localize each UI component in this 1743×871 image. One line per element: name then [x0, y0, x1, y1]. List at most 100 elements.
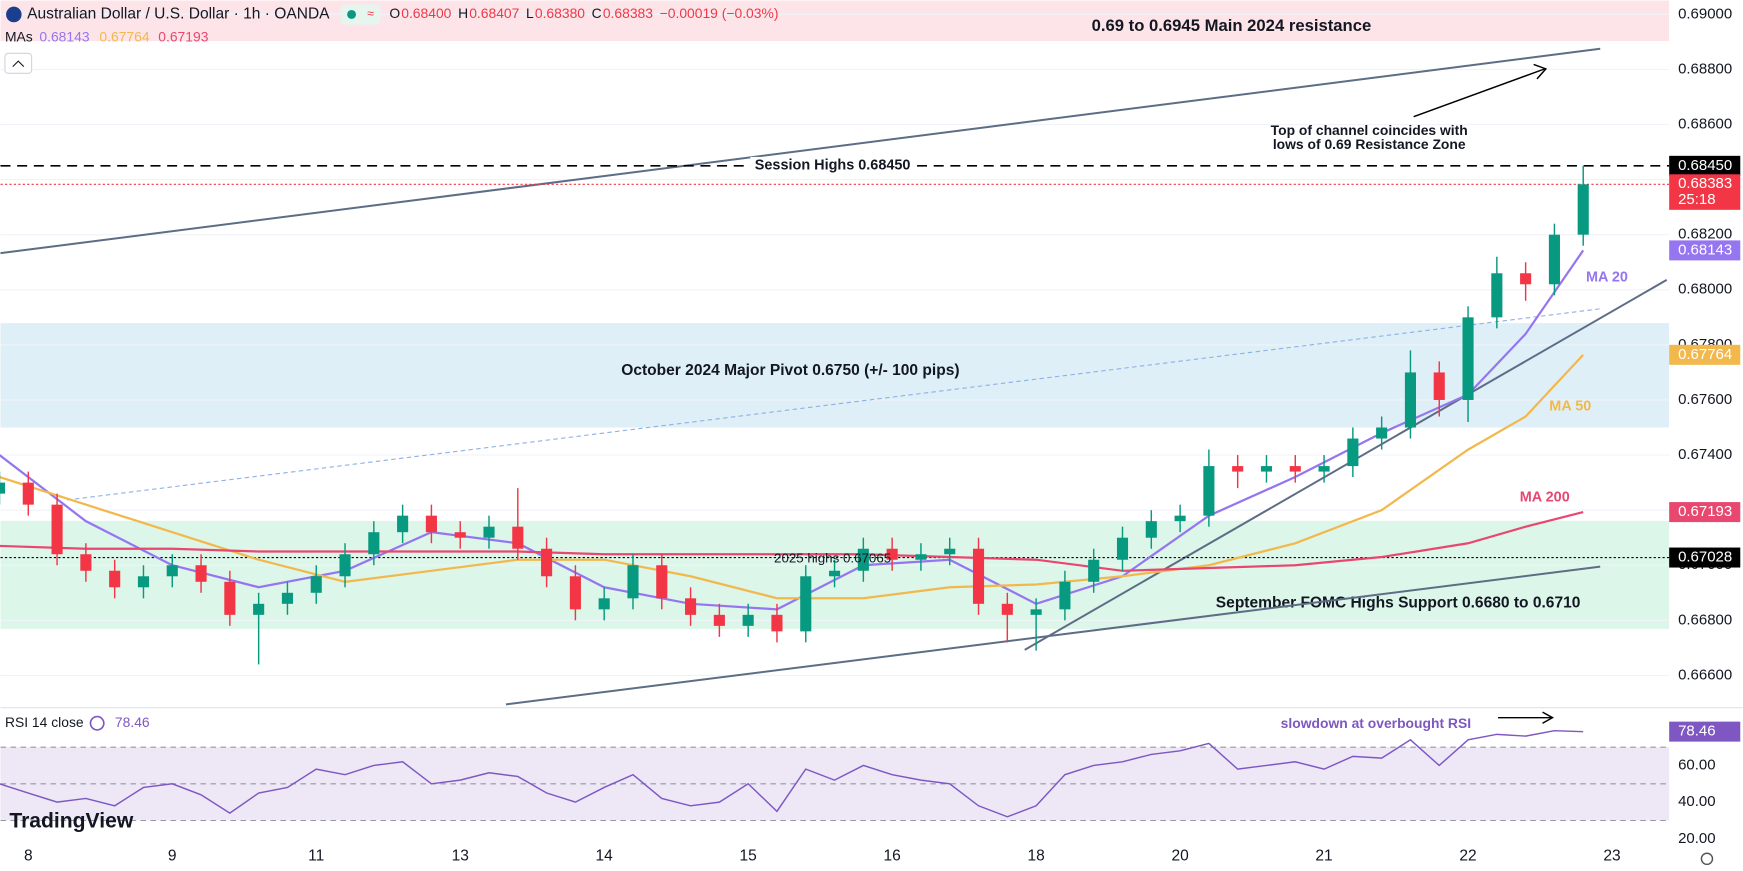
y-tick-label: 0.66600 — [1678, 666, 1732, 683]
candle-body — [253, 603, 265, 615]
ohlc-value: 0.68400 — [401, 5, 451, 21]
candle-body — [1520, 273, 1532, 285]
price-badge — [1669, 502, 1741, 523]
candle-body — [1260, 466, 1273, 472]
y-tick-label: 0.68200 — [1678, 226, 1732, 243]
price-badge-sublabel: 25:18 — [1678, 191, 1716, 208]
zone — [0, 323, 1670, 428]
candle-body — [1491, 273, 1503, 318]
ma-label: MA 200 — [1520, 490, 1570, 506]
ma-legend-label: MAs — [5, 28, 33, 44]
price-badge-label: 0.67193 — [1678, 503, 1732, 520]
rsi-note: slowdown at overbought RSI — [1281, 715, 1471, 731]
x-tick-label: 16 — [883, 848, 900, 865]
x-tick-label: 9 — [168, 848, 177, 865]
price-badge-label: 0.68450 — [1678, 157, 1732, 174]
brand-logo: TradingView — [9, 810, 133, 833]
candle-body — [1404, 372, 1417, 428]
level-label: Session Highs 0.68450 — [755, 158, 911, 174]
collapse-button[interactable] — [4, 52, 33, 74]
x-tick-label: 21 — [1315, 848, 1332, 865]
zone-label: September FOMC Highs Support 0.6680 to 0… — [1216, 594, 1581, 611]
x-tick-label: 18 — [1027, 848, 1044, 865]
candle-body — [339, 554, 351, 577]
price-badge — [1669, 240, 1741, 261]
status-wave: ≈ — [367, 7, 374, 21]
ohlc-legend: O 0.68400 H 0.68407 L 0.68380 C 0.68383 −0.00019… — [389, 5, 778, 21]
x-tick-label: 23 — [1603, 848, 1620, 865]
candle-body — [886, 548, 898, 560]
ohlc-key: L — [526, 5, 534, 21]
annotation-arrow — [1413, 68, 1545, 118]
trend-line — [1024, 279, 1668, 651]
zone — [0, 0, 1670, 42]
price-badge — [1669, 174, 1741, 210]
collapse-icon — [12, 60, 25, 68]
price-badge — [1669, 155, 1741, 176]
candle-body — [1203, 466, 1215, 516]
candle-body — [1116, 537, 1129, 560]
candle-body — [368, 532, 380, 555]
candle-body — [828, 570, 841, 577]
rsi-badge-label: 78.46 — [1678, 723, 1716, 740]
rsi-badge — [1669, 721, 1741, 742]
price-badge-label: 0.68143 — [1678, 241, 1732, 258]
candle-body — [1347, 438, 1359, 467]
candle-body — [1376, 427, 1388, 439]
candle-body — [80, 554, 92, 571]
candle-body — [195, 565, 207, 582]
candle-body — [627, 565, 639, 599]
y-tick-label: 0.66800 — [1678, 611, 1732, 628]
y-tick-label: 0.67600 — [1678, 391, 1732, 408]
y-tick-label: 0.69000 — [1678, 5, 1732, 22]
candle-body — [1059, 581, 1071, 610]
x-tick-label: 15 — [740, 848, 757, 865]
candle-body — [1289, 466, 1301, 472]
ma-legend-value: 0.67764 — [99, 28, 149, 44]
candle-body — [857, 548, 869, 571]
candle-body — [1577, 184, 1589, 235]
flag-icon — [6, 6, 22, 23]
settings-icon[interactable] — [1700, 852, 1714, 866]
zone-label: 0.69 to 0.6945 Main 2024 resistance — [1092, 16, 1372, 35]
candle-body — [1174, 515, 1186, 522]
candle-body — [166, 565, 178, 577]
x-tick-label: 20 — [1171, 848, 1189, 865]
candle-body — [915, 554, 927, 560]
rsi-tick-label: 20.00 — [1678, 830, 1716, 847]
trend-line — [505, 565, 1601, 706]
note: lows of 0.69 Resistance Zone — [1273, 136, 1466, 152]
candle-body — [1001, 603, 1013, 615]
rsi-legend: RSI 14 close — [5, 714, 84, 730]
candle-body — [1433, 372, 1445, 400]
candle-body — [1318, 466, 1330, 472]
ma-label: MA 20 — [1586, 270, 1628, 286]
candle-body — [281, 592, 293, 604]
ohlc-change: −0.00019 (−0.03%) — [660, 5, 779, 21]
rsi-pane: 78.46 60.00 40.00 20.00 — [0, 721, 1741, 847]
note: Top of channel coincides with — [1271, 122, 1468, 138]
candle-body — [454, 532, 466, 538]
candle-body — [1462, 317, 1474, 400]
price-badge-label: 0.68383 — [1678, 175, 1732, 192]
candle-body — [742, 614, 754, 626]
ohlc-value: 0.68407 — [469, 5, 519, 21]
ma-line — [0, 249, 1585, 611]
arrow-head — [1542, 711, 1555, 724]
candle-body — [685, 598, 697, 615]
arrow-head — [1533, 63, 1548, 80]
ohlc-key: O — [389, 5, 400, 21]
x-tick-label: 8 — [24, 848, 33, 865]
overlay: Top of channel coincides with lows of 0.… — [4, 4, 1714, 866]
x-tick-label: 11 — [308, 848, 324, 865]
trend-line — [0, 47, 1601, 255]
candle-body — [397, 515, 409, 533]
y-tick-label: 0.68000 — [1678, 281, 1732, 298]
status-badge — [340, 4, 381, 25]
status-dot — [347, 9, 357, 19]
candle-body — [425, 515, 437, 533]
candle-body — [483, 526, 495, 538]
ohlc-value: 0.68380 — [535, 5, 585, 21]
x-tick-label: 13 — [452, 848, 469, 865]
